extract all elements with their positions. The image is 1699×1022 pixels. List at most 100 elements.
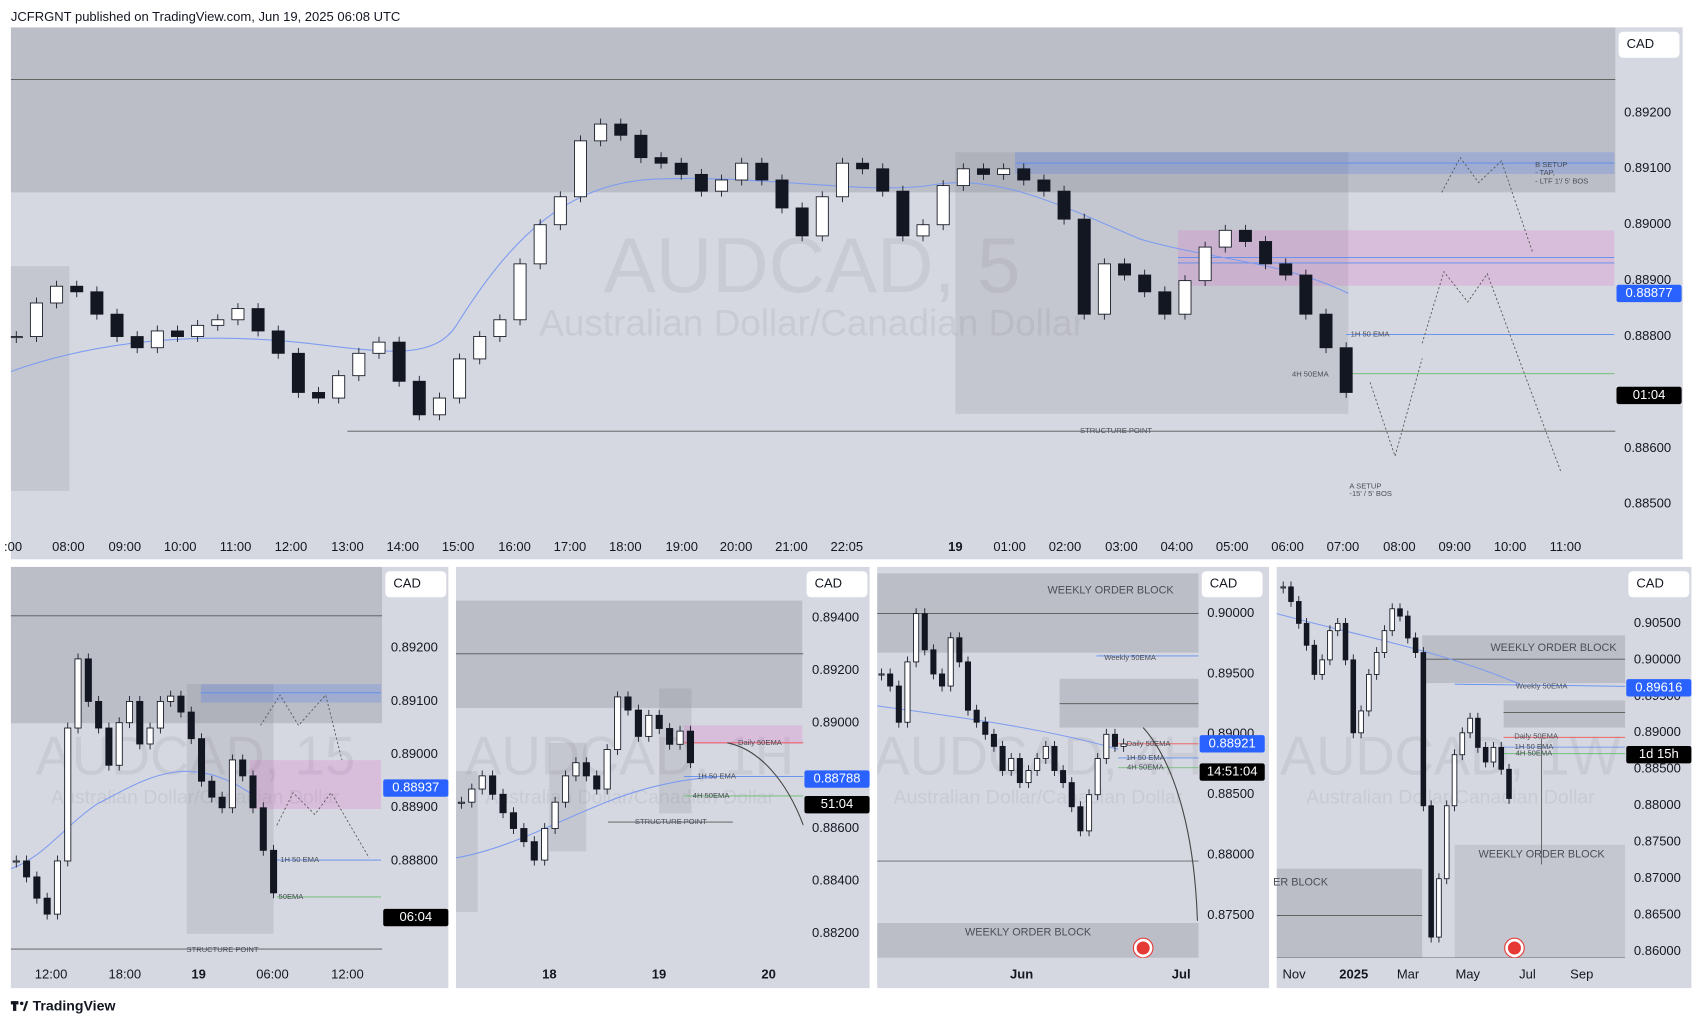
candle <box>74 658 82 729</box>
candle <box>574 140 587 198</box>
candle <box>1077 806 1084 832</box>
candle <box>674 162 688 175</box>
candle <box>533 224 547 265</box>
x-tick-label: 10:00 <box>1494 539 1527 554</box>
candle <box>913 613 920 663</box>
candle <box>553 196 567 226</box>
candle <box>291 352 305 393</box>
candle <box>795 207 809 237</box>
countdown-tag <box>1199 763 1265 781</box>
candle <box>904 661 911 723</box>
zone <box>1276 868 1423 958</box>
candle <box>43 897 51 915</box>
candle <box>1077 218 1091 315</box>
candle <box>270 849 278 894</box>
candle <box>473 336 487 360</box>
x-tick-label: 19 <box>191 967 205 982</box>
candle <box>930 649 937 675</box>
projection-arrow <box>1421 270 1562 473</box>
candle <box>50 285 64 304</box>
symbol-watermark: AUDCAD, 15 <box>36 725 356 786</box>
candle <box>352 352 366 377</box>
price-tag <box>1626 679 1692 697</box>
annotation: 1H 50 EMA <box>280 855 320 864</box>
annotation: Daily 50EMA <box>1127 739 1172 748</box>
annotation: WEEKLY ORDER BLOCK <box>1479 848 1606 860</box>
x-tick-label: 08:00 <box>1383 539 1416 554</box>
annotation: ER BLOCK <box>1273 877 1329 889</box>
projection-curve <box>727 742 804 826</box>
event-flag-icon <box>1136 941 1150 955</box>
publish-info: JCFRGNT published on TradingView.com, Ju… <box>11 9 400 24</box>
symbol-watermark: AUDCAD, 4H <box>874 725 1203 786</box>
annotation: Weekly 50EMA <box>1516 681 1569 690</box>
candle <box>775 179 789 209</box>
candle <box>1389 608 1395 632</box>
candle <box>1299 274 1313 315</box>
candle <box>1428 805 1434 938</box>
projection-arrow <box>1441 156 1534 254</box>
candle <box>1051 745 1058 771</box>
candle <box>53 860 61 915</box>
candle <box>1319 659 1325 675</box>
x-tick-label: Mar <box>1397 967 1420 982</box>
x-tick-label: 22:05 <box>830 539 863 554</box>
annotation: - LTF 1'/ 5' BOS <box>1535 177 1588 186</box>
x-tick-label: Sep <box>1570 967 1593 982</box>
candle <box>876 168 890 192</box>
annotation: B SETUP <box>1535 160 1567 169</box>
candle <box>1218 229 1232 248</box>
x-tick-label: 02:00 <box>1049 539 1082 554</box>
candle <box>513 263 527 321</box>
annotation: 4H 50EMA <box>1127 763 1165 772</box>
candle <box>70 285 84 293</box>
price-tag <box>1616 284 1682 303</box>
annotation: 4H 50EMA <box>1292 370 1330 379</box>
y-tick-label: 0.87500 <box>1207 907 1254 922</box>
candle <box>125 701 134 724</box>
ema-line <box>1276 613 1521 685</box>
candle <box>603 749 611 790</box>
candle <box>1350 659 1357 734</box>
x-tick-label: 21:00 <box>775 539 808 554</box>
candle <box>634 134 648 159</box>
x-tick-label: 16:00 <box>498 539 531 554</box>
zone <box>1059 678 1199 728</box>
price-tag-label: 0.88788 <box>813 770 860 785</box>
candle <box>973 709 980 723</box>
zone <box>955 152 1349 414</box>
x-tick-label: 19 <box>948 539 962 554</box>
y-tick-label: 0.86500 <box>1634 907 1681 922</box>
candle <box>1259 241 1273 265</box>
candle <box>624 696 632 711</box>
candle <box>715 179 729 192</box>
candle <box>1412 637 1419 653</box>
annotation: 4H 50EMA <box>1516 749 1554 758</box>
candle <box>614 123 628 136</box>
candle <box>921 613 928 651</box>
candle <box>1057 190 1071 220</box>
zone <box>683 725 803 744</box>
zone <box>455 600 803 709</box>
y-tick-label: 0.89100 <box>1624 160 1671 175</box>
candle <box>614 696 622 750</box>
candle <box>23 860 31 878</box>
countdown-label: 01:04 <box>1633 387 1666 402</box>
annotation: WEEKLY ORDER BLOCK <box>1048 585 1175 597</box>
x-tick-label: 10:00 <box>164 539 197 554</box>
zone <box>249 760 382 810</box>
countdown-label: 14:51:04 <box>1207 764 1258 779</box>
candle <box>332 375 346 399</box>
projection-curve <box>1142 727 1198 921</box>
y-tick-label: 0.89200 <box>1624 104 1671 119</box>
x-tick-label: 05:00 <box>1216 539 1249 554</box>
event-flag-icon <box>1507 941 1521 955</box>
candle <box>1436 878 1442 938</box>
y-tick-label: 0.88200 <box>812 925 859 940</box>
x-tick-label: Jul <box>1172 967 1191 982</box>
candle <box>1296 601 1302 624</box>
candle <box>887 673 894 687</box>
